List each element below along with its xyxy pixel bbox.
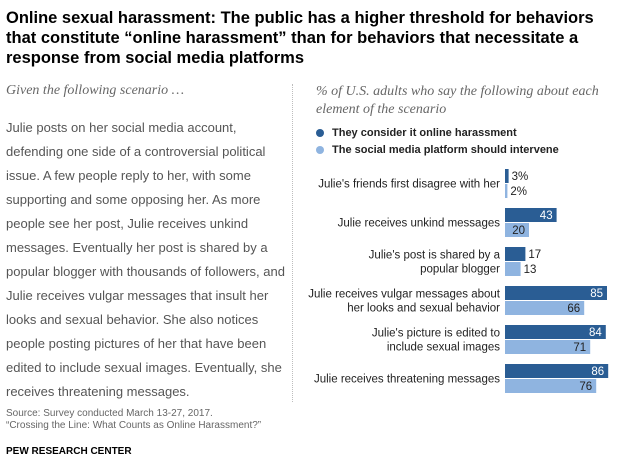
legend-item-intervene: The social media platform should interve… xyxy=(316,142,559,158)
legend-swatch-intervene xyxy=(316,146,324,154)
data-label: 13 xyxy=(524,264,537,276)
bar-chart: Julie's friends first disagree with her 3… xyxy=(308,169,609,393)
data-label: 85 xyxy=(590,288,603,300)
data-label: 20 xyxy=(512,225,525,237)
category-label: Julie receives vulgar messages about xyxy=(308,289,501,301)
bar-intervene xyxy=(505,184,508,198)
org-name: PEW RESEARCH CENTER xyxy=(6,446,132,457)
chart-subtitle: % of U.S. adults who say the following a… xyxy=(316,84,599,117)
bar-intervene xyxy=(505,340,591,354)
bar-intervene xyxy=(505,262,521,276)
data-label: 3% xyxy=(512,171,529,183)
bar-intervene xyxy=(505,301,585,315)
legend-item-harassment: They consider it online harassment xyxy=(316,125,559,141)
data-label: 71 xyxy=(573,342,586,354)
data-label: 86 xyxy=(591,366,604,378)
data-label: 84 xyxy=(589,327,602,339)
data-label: 2% xyxy=(510,186,527,198)
footer: Source: Survey conducted March 13-27, 20… xyxy=(6,408,261,432)
bar-harassment xyxy=(505,208,557,222)
bar-harassment xyxy=(505,286,607,300)
bar-harassment xyxy=(505,364,609,378)
bar-harassment xyxy=(505,247,526,261)
category-label: Julie's picture is edited to xyxy=(372,328,500,340)
legend: They consider it online harassment The s… xyxy=(316,125,559,159)
category-label: her looks and sexual behavior xyxy=(347,303,500,315)
scenario-subtitle: Given the following scenario … xyxy=(6,83,185,98)
data-label: 66 xyxy=(567,303,580,315)
data-label: 76 xyxy=(579,381,592,393)
category-label: include sexual images xyxy=(387,342,500,354)
category-label: Julie receives threatening messages xyxy=(314,374,500,386)
column-divider xyxy=(292,84,293,402)
category-label: Julie's post is shared by a xyxy=(369,250,501,262)
chart-title: Online sexual harassment: The public has… xyxy=(6,9,594,67)
legend-label-intervene: The social media platform should interve… xyxy=(332,144,559,156)
data-label: 17 xyxy=(528,249,541,261)
source-note: Source: Survey conducted March 13-27, 20… xyxy=(6,408,213,419)
bar-intervene xyxy=(505,379,597,393)
bar-harassment xyxy=(505,325,606,339)
category-label: Julie receives unkind messages xyxy=(338,218,501,230)
category-label: popular blogger xyxy=(420,264,500,276)
bar-intervene xyxy=(505,223,529,237)
report-title: “Crossing the Line: What Counts as Onlin… xyxy=(6,420,262,431)
bar-harassment xyxy=(505,169,509,183)
scenario-text: Julie posts on her social media account,… xyxy=(6,120,285,399)
data-label: 43 xyxy=(540,210,553,222)
category-label: Julie's friends first disagree with her xyxy=(318,179,500,191)
legend-label-harassment: They consider it online harassment xyxy=(332,127,517,139)
legend-swatch-harassment xyxy=(316,129,324,137)
